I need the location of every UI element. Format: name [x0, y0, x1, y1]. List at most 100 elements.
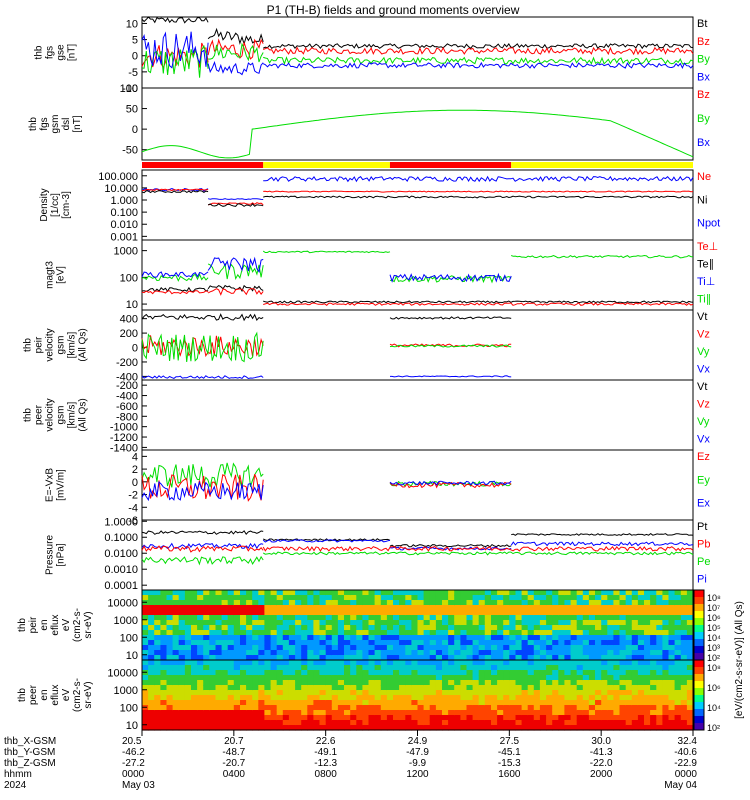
heatmap-cell [246, 600, 253, 606]
heatmap-cell [680, 715, 688, 721]
heatmap-cell [527, 675, 535, 681]
heatmap-cell [246, 685, 253, 691]
y-tick-label: 1000 [114, 246, 138, 258]
y-tick-label: 0 [132, 124, 138, 136]
heatmap-cell [484, 680, 492, 686]
heatmap-cell [295, 655, 302, 661]
heatmap-cell [197, 675, 204, 681]
heatmap-cell [607, 685, 614, 691]
heatmap-cell [503, 690, 510, 696]
heatmap-cell [301, 595, 308, 601]
heatmap-cell [276, 720, 284, 726]
heatmap-cell [668, 640, 676, 646]
heatmap-cell [631, 595, 639, 601]
heatmap-cell [478, 640, 486, 646]
heatmap-cell [325, 620, 333, 626]
heatmap-cell [178, 695, 186, 701]
y-axis-label: thbpeirenefluxeV(cm2-s-sr-eV) [17, 608, 94, 642]
heatmap-cell [686, 655, 694, 661]
heatmap-cell [197, 685, 204, 691]
heatmap-cell [539, 605, 547, 611]
heatmap-cell [411, 670, 419, 676]
heatmap-cell [539, 645, 547, 651]
heatmap-cell [619, 690, 627, 696]
heatmap-cell [350, 675, 357, 681]
series-line-3 [141, 375, 512, 380]
heatmap-cell [637, 705, 645, 711]
heatmap-cell [650, 640, 657, 646]
heatmap-cell [662, 630, 670, 636]
heatmap-cell [282, 655, 290, 661]
heatmap-cell [497, 660, 504, 666]
heatmap-cell [356, 690, 363, 696]
heatmap-cell [203, 720, 210, 726]
heatmap-cell [625, 640, 633, 646]
heatmap-cell [466, 650, 474, 656]
heatmap-cell [570, 715, 578, 721]
heatmap-cell [570, 675, 578, 681]
heatmap-cell [662, 680, 670, 686]
heatmap-cell [227, 620, 235, 626]
heatmap-cell [301, 605, 308, 611]
heatmap-cell [411, 645, 419, 651]
heatmap-cell [656, 720, 663, 726]
series-By [141, 109, 694, 159]
heatmap-cell [539, 690, 547, 696]
heatmap-cell [319, 630, 327, 636]
heatmap-cell [160, 630, 168, 636]
heatmap-cell [313, 670, 321, 676]
heatmap-cell [227, 650, 235, 656]
heatmap-cell [166, 600, 174, 606]
heatmap-cell [380, 615, 388, 621]
heatmap-cell [264, 670, 272, 676]
heatmap-cell [191, 655, 198, 661]
heatmap-cell [442, 675, 449, 681]
heatmap-cell [423, 650, 431, 656]
heatmap-cell [154, 680, 161, 686]
heatmap-cell [386, 625, 394, 631]
heatmap-cell [631, 715, 639, 721]
heatmap-cell [325, 720, 333, 726]
heatmap-cell [674, 690, 682, 696]
heatmap-cell [197, 655, 204, 661]
heatmap-cell [331, 670, 339, 676]
y-tick-label: -600 [116, 401, 138, 413]
heatmap-cell [423, 590, 431, 596]
heatmap-cell [319, 670, 327, 676]
heatmap-cell [405, 700, 412, 706]
heatmap-cell [282, 595, 290, 601]
heatmap-cell [362, 685, 370, 691]
heatmap-cell [258, 590, 265, 596]
heatmap-cell [435, 600, 443, 606]
y-tick-label: -1400 [110, 442, 138, 454]
heatmap-cell [148, 620, 155, 626]
heatmap-cell [527, 670, 535, 676]
heatmap-cell [656, 610, 663, 616]
heatmap-cell [503, 600, 510, 606]
heatmap-cell [423, 600, 431, 606]
heatmap-cell [650, 720, 657, 726]
heatmap-cell [209, 640, 216, 646]
heatmap-cell [650, 630, 657, 636]
heatmap-cell [319, 645, 327, 651]
heatmap-cell [478, 650, 486, 656]
heatmap-cell [539, 685, 547, 691]
heatmap-cell [399, 710, 406, 716]
panel-frame [141, 16, 694, 89]
heatmap-cell [650, 615, 657, 621]
heatmap-cell [399, 700, 406, 706]
heatmap-cell [184, 725, 192, 731]
colorbar-cell [694, 604, 704, 612]
x-tick-label: May 03 [122, 780, 155, 791]
heatmap-cell [448, 600, 455, 606]
heatmap-cell [288, 685, 296, 691]
heatmap-cell [142, 665, 149, 671]
legend-Vx: Vx [697, 364, 710, 376]
heatmap-cell [325, 690, 333, 696]
heatmap-cell [160, 700, 168, 706]
heatmap-cell [448, 680, 455, 686]
heatmap-cell [417, 670, 425, 676]
heatmap-cell [233, 720, 241, 726]
heatmap-cell [668, 670, 676, 676]
